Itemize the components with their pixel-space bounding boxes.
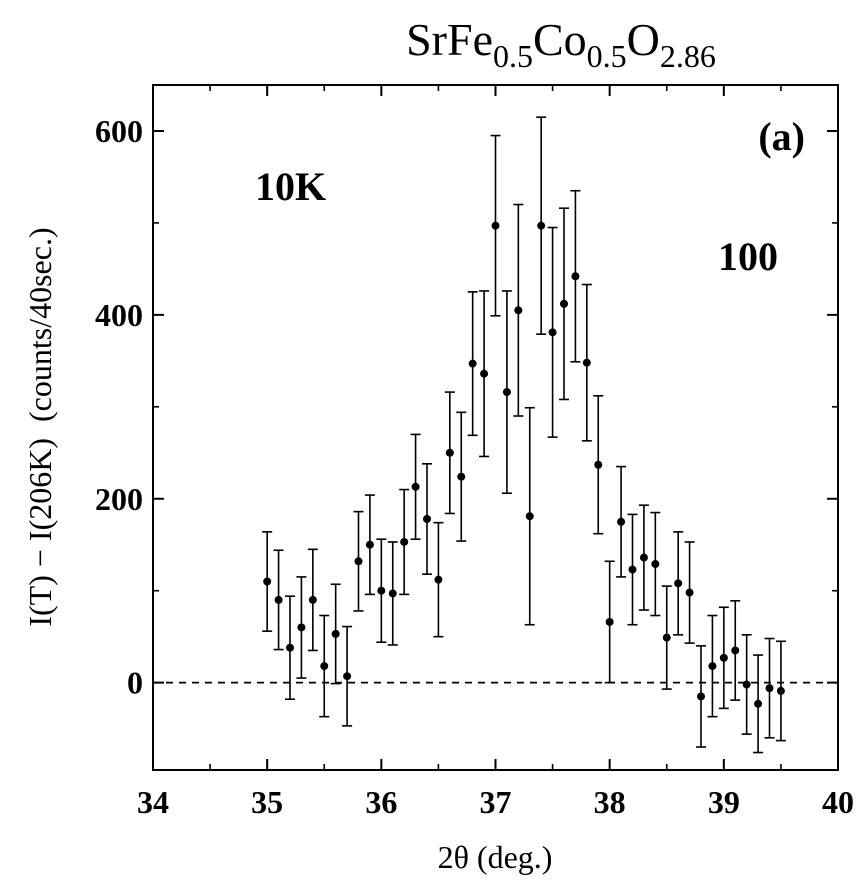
x-axis-title: 2θ (deg.) <box>438 839 553 875</box>
data-point <box>457 472 466 481</box>
title-part-3: Co <box>533 14 587 65</box>
x-tick-label: 38 <box>594 784 626 820</box>
data-point <box>685 588 694 597</box>
y-tick-label: 400 <box>95 297 143 333</box>
temperature-label: 10K <box>255 164 326 209</box>
title-part-2: 0.5 <box>493 38 533 74</box>
data-point <box>651 560 660 569</box>
data-point <box>502 388 511 397</box>
data-point <box>274 595 283 604</box>
data-point <box>628 565 637 574</box>
x-tick-label: 39 <box>708 784 740 820</box>
data-point <box>308 595 317 604</box>
data-point <box>548 328 557 337</box>
data-point <box>674 579 683 588</box>
data-point <box>582 358 591 367</box>
data-point <box>331 629 340 638</box>
data-point <box>377 586 386 595</box>
y-tick-label: 200 <box>95 481 143 517</box>
data-point <box>525 512 534 521</box>
data-point <box>491 221 500 230</box>
data-point <box>343 672 352 681</box>
data-point <box>411 482 420 491</box>
x-tick-label: 34 <box>137 784 169 820</box>
data-point <box>719 653 728 662</box>
data-point <box>480 369 489 378</box>
data-point <box>388 589 397 598</box>
reflection-label: 100 <box>718 234 778 279</box>
data-point <box>742 680 751 689</box>
data-point <box>639 553 648 562</box>
data-point <box>708 662 717 671</box>
data-point <box>514 306 523 315</box>
y-tick-label: 600 <box>95 113 143 149</box>
data-point <box>354 557 363 566</box>
data-point <box>560 299 568 308</box>
x-tick-label: 35 <box>251 784 283 820</box>
data-point <box>320 662 329 671</box>
data-point <box>754 699 763 708</box>
y-tick-label: 0 <box>127 665 143 701</box>
title-part-1: SrFe <box>406 14 493 65</box>
data-point <box>662 633 671 642</box>
data-point <box>400 537 409 546</box>
x-tick-label: 36 <box>365 784 397 820</box>
title-part-5: O <box>627 14 660 65</box>
data-point <box>594 460 603 469</box>
x-tick-label: 37 <box>480 784 512 820</box>
data-point <box>263 577 272 586</box>
title-part-4: 0.5 <box>587 38 627 74</box>
y-axis-title: I(T) − I(206K) (counts/40sec.) <box>22 227 58 626</box>
data-point <box>776 686 785 695</box>
data-point <box>617 517 626 526</box>
data-point <box>765 684 774 693</box>
data-point <box>731 646 740 655</box>
panel-label: (a) <box>758 114 805 159</box>
data-point <box>297 623 306 632</box>
data-point <box>537 221 546 230</box>
data-point <box>468 359 477 368</box>
x-tick-label: 40 <box>822 784 854 820</box>
data-point <box>697 692 705 701</box>
title-part-6: 2.86 <box>660 38 716 74</box>
data-point <box>286 643 294 652</box>
data-point <box>605 617 614 626</box>
data-point <box>434 575 443 584</box>
chart-title: SrFe0.5Co0.5O2.86 <box>406 14 716 74</box>
data-point <box>571 272 580 281</box>
data-point <box>365 540 374 549</box>
data-point <box>445 448 454 457</box>
data-point <box>423 514 431 523</box>
